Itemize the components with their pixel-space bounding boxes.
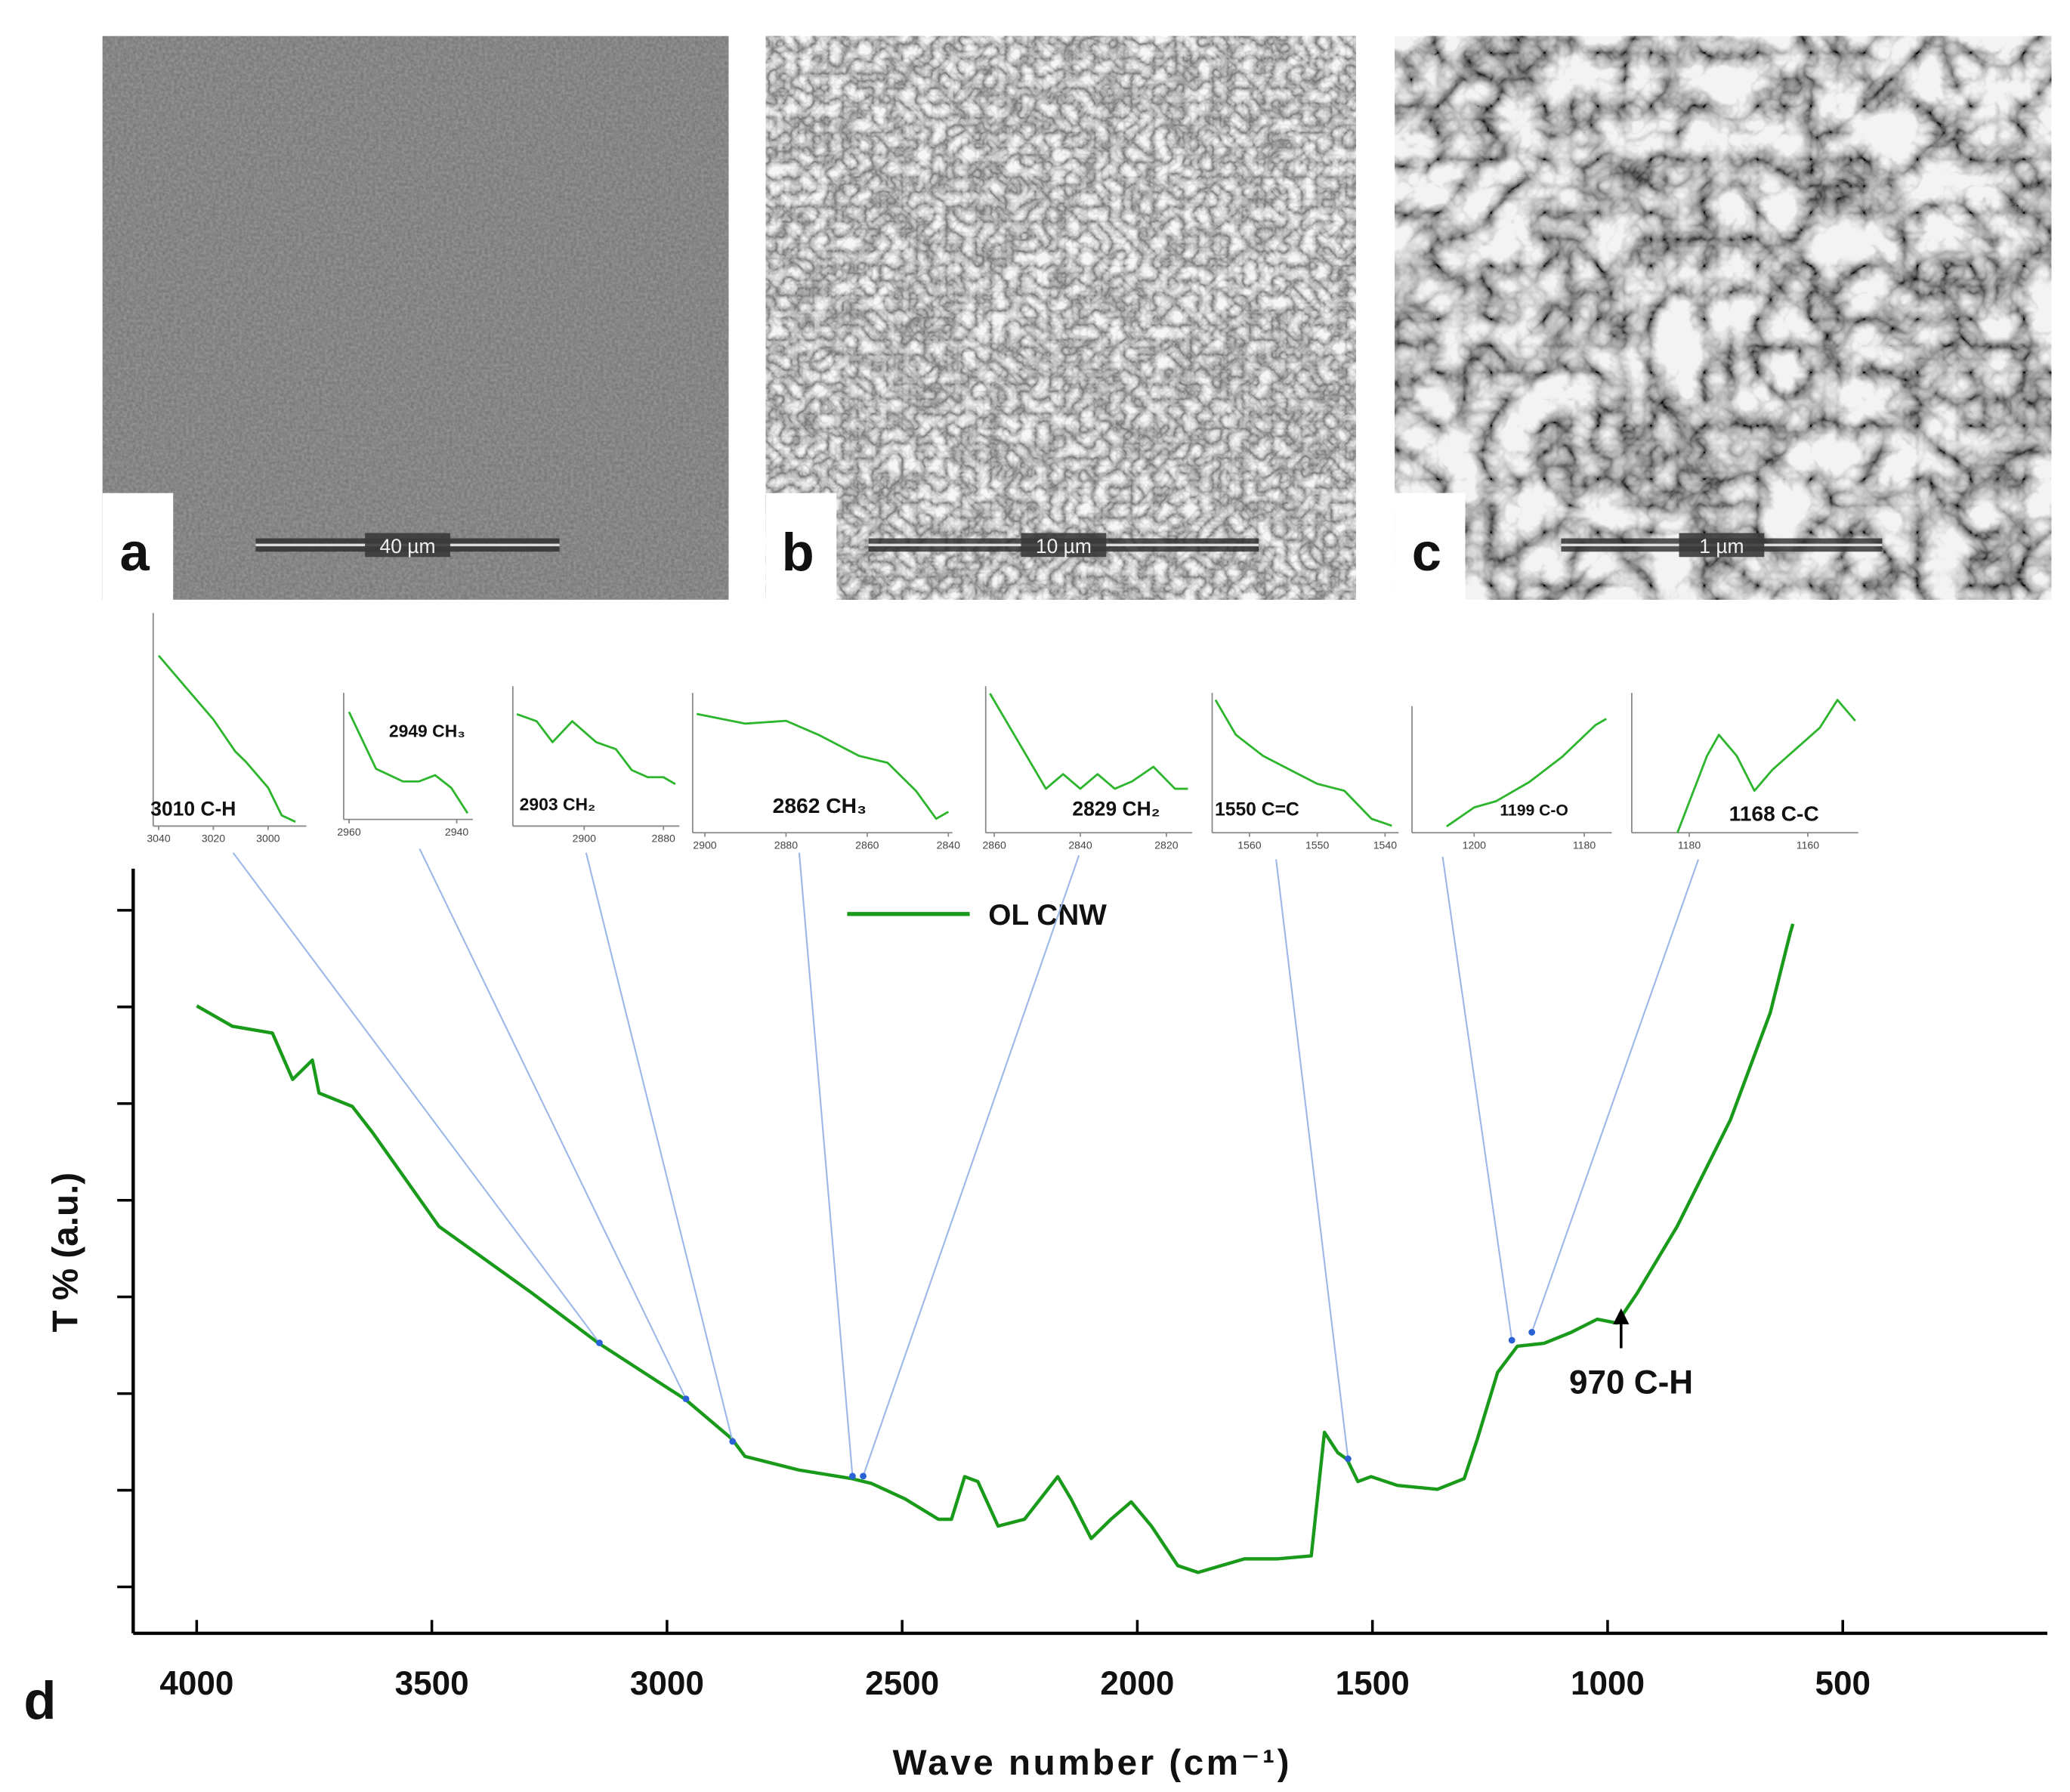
scale-bar-text-bg bbox=[1679, 533, 1765, 558]
inset-line bbox=[1214, 699, 1392, 827]
scale-bar-text-bg bbox=[365, 533, 450, 558]
inset-x-tick-label: 2880 bbox=[774, 839, 799, 851]
leader-line bbox=[798, 852, 854, 1476]
inset-label: 3010 C-H bbox=[150, 797, 236, 820]
inset-x-tick-label: 2900 bbox=[573, 833, 597, 845]
leader-line bbox=[419, 848, 687, 1400]
leader-line bbox=[1441, 856, 1513, 1341]
inset-x-tick-label: 1200 bbox=[1463, 839, 1487, 851]
label-box bbox=[1395, 493, 1466, 603]
x-tick-label: 500 bbox=[1815, 1665, 1871, 1702]
x-tick-label: 3500 bbox=[395, 1665, 469, 1702]
inset-label: 1550 C=C bbox=[1215, 799, 1299, 820]
panel-label: d bbox=[23, 1670, 56, 1730]
inset-x-tick-label: 2840 bbox=[937, 839, 961, 851]
inset-label: 1168 C-C bbox=[1729, 801, 1819, 825]
scale-bar-label: 40 µm bbox=[380, 535, 436, 558]
inset-line bbox=[1676, 699, 1856, 833]
inset-line bbox=[157, 654, 296, 823]
inset-x-tick-label: 3020 bbox=[202, 833, 226, 845]
label-box bbox=[765, 493, 837, 603]
data-line bbox=[196, 923, 1795, 1574]
x-tick-label: 3000 bbox=[630, 1665, 704, 1702]
inset-x-tick-label: 3000 bbox=[256, 833, 280, 845]
leader-line bbox=[232, 852, 601, 1344]
inset-label: 2829 CH₂ bbox=[1072, 797, 1160, 820]
leader-tip bbox=[729, 1438, 737, 1445]
label-box bbox=[102, 493, 174, 603]
inset-x-tick-label: 2940 bbox=[445, 826, 469, 838]
panel-label: b bbox=[782, 522, 814, 582]
leader-tip bbox=[682, 1395, 690, 1403]
inset-x-tick-label: 2860 bbox=[855, 839, 879, 851]
inset-x-tick-label: 1550 bbox=[1305, 839, 1330, 851]
x-tick-label: 4000 bbox=[159, 1665, 233, 1702]
x-tick-label: 2500 bbox=[865, 1665, 939, 1702]
leader-line bbox=[1531, 859, 1700, 1333]
inset-line bbox=[696, 712, 950, 820]
x-tick-label: 1000 bbox=[1571, 1665, 1645, 1702]
x-tick-label: 2000 bbox=[1100, 1665, 1174, 1702]
inset-label: 2903 CH₂ bbox=[520, 794, 596, 814]
panel-label: c bbox=[1412, 522, 1441, 582]
leader-line bbox=[1275, 859, 1349, 1460]
legend-label: OL CNW bbox=[988, 899, 1107, 932]
inset-label: 2949 CH₃ bbox=[389, 721, 465, 740]
leader-line bbox=[585, 852, 734, 1442]
inset-x-tick-label: 2960 bbox=[337, 826, 361, 838]
inset-label: 2862 CH₃ bbox=[773, 793, 867, 817]
y-axis-label: T % (a.u.) bbox=[45, 1173, 85, 1333]
x-axis-label: Wave number (cm⁻¹) bbox=[893, 1743, 1292, 1783]
annotation-arrowhead bbox=[1613, 1308, 1630, 1324]
leader-tip bbox=[1528, 1329, 1536, 1336]
leader-tip bbox=[1344, 1455, 1352, 1463]
inset-line bbox=[989, 693, 1188, 790]
inset-x-tick-label: 1560 bbox=[1237, 839, 1262, 851]
x-tick-label: 1500 bbox=[1336, 1665, 1410, 1702]
inset-x-tick-label: 2820 bbox=[1154, 839, 1179, 851]
inset-x-tick-label: 1180 bbox=[1678, 839, 1701, 851]
leader-tip bbox=[1508, 1336, 1515, 1344]
leader-tip bbox=[596, 1339, 603, 1346]
inset-label: 1199 C-O bbox=[1500, 802, 1568, 819]
scale-bar-text-bg bbox=[1021, 533, 1107, 558]
inset-x-tick-label: 2840 bbox=[1068, 839, 1092, 851]
inset-x-tick-label: 2860 bbox=[982, 839, 1006, 851]
inset-x-tick-label: 3040 bbox=[147, 833, 171, 845]
sem-texture bbox=[1395, 36, 2052, 600]
inset-x-tick-label: 1160 bbox=[1797, 839, 1819, 851]
sem-texture bbox=[765, 36, 1356, 600]
inset-line bbox=[348, 711, 469, 814]
inset-x-tick-label: 1180 bbox=[1573, 839, 1596, 851]
annotation: 970 C-H bbox=[1569, 1364, 1693, 1401]
leader-tip bbox=[849, 1472, 856, 1480]
inset-x-tick-label: 2900 bbox=[693, 839, 717, 851]
panel-label: a bbox=[119, 522, 150, 582]
inset-line bbox=[516, 712, 676, 786]
sem-texture bbox=[102, 36, 729, 600]
inset-x-tick-label: 2880 bbox=[652, 833, 676, 845]
scale-bar-label: 10 µm bbox=[1036, 535, 1092, 558]
inset-line bbox=[1446, 718, 1607, 828]
leader-tip bbox=[860, 1472, 867, 1480]
inset-x-tick-label: 1540 bbox=[1373, 839, 1398, 851]
scale-bar-label: 1 µm bbox=[1699, 535, 1744, 558]
leader-line bbox=[862, 854, 1080, 1477]
